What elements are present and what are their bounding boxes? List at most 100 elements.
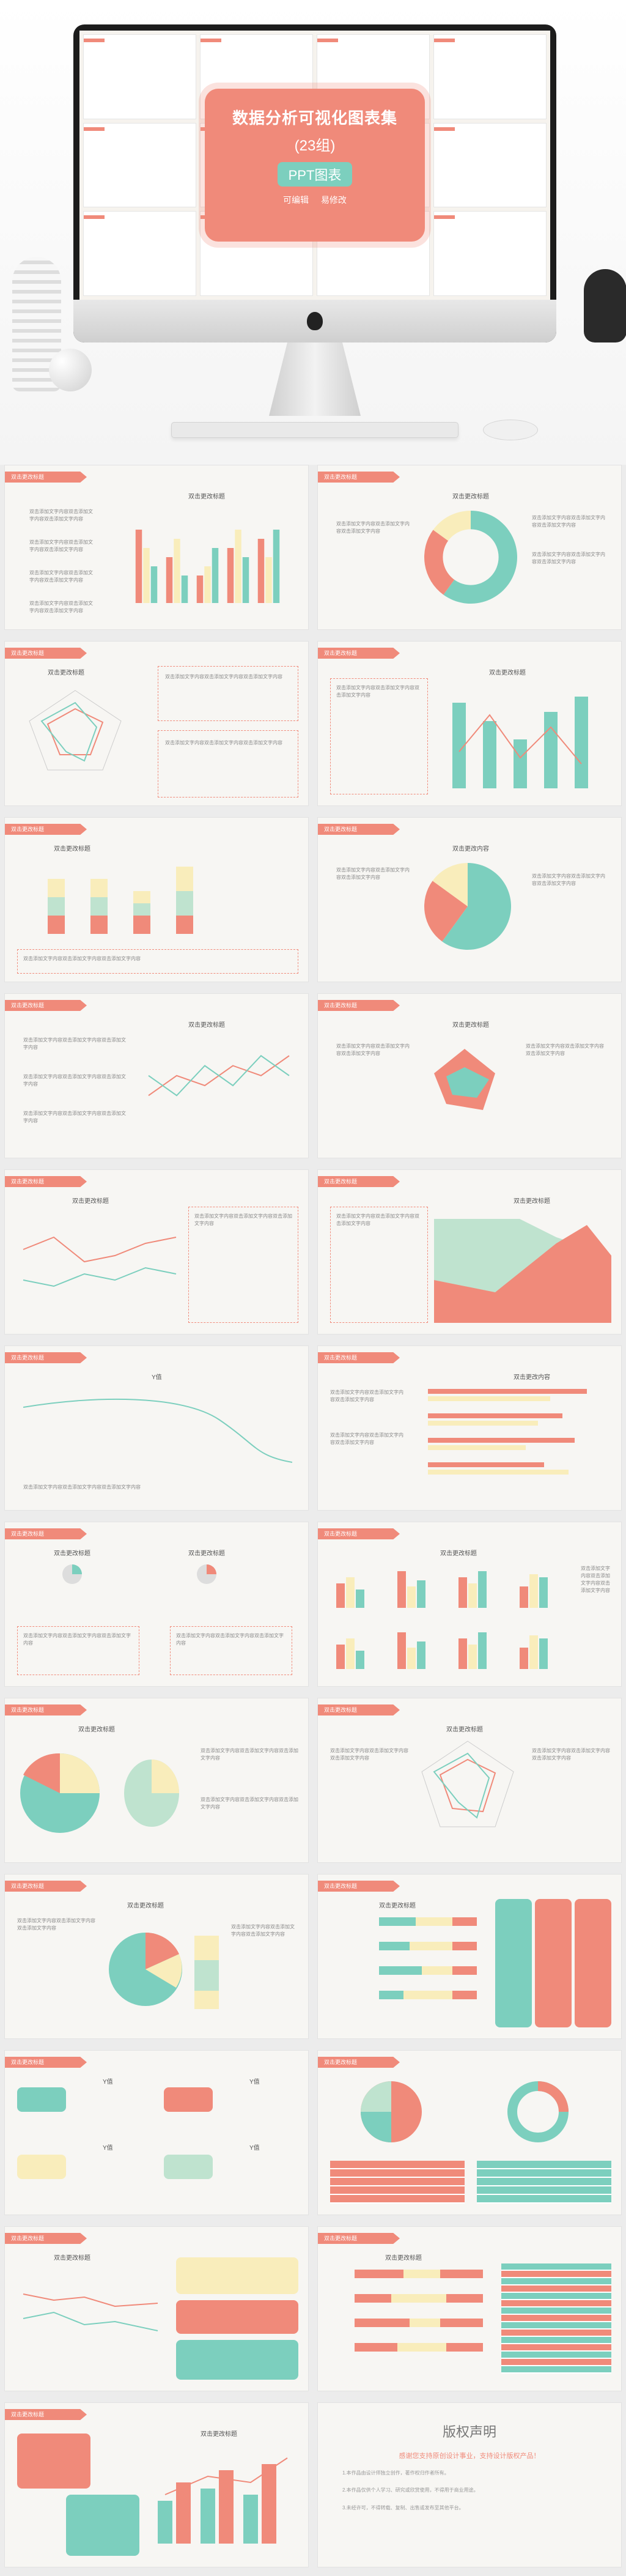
horizontal-stacked-chart [379,1917,477,1999]
chart-title: 双击更改标题 [72,1198,109,1205]
body-text: 双击添加文字内容双击添加文字内容双击添加文字内容 [581,1566,610,1593]
slide-hstack-boxes: 双击更改标题 双击更改标题 [317,1874,622,2039]
text-frame [17,1626,139,1675]
slide-tag: 双击更改标题 [318,1528,400,1539]
slide-tag: 双击更改标题 [5,1881,87,1892]
pie-chart [424,863,511,950]
feature-modifiable: 易修改 [320,195,347,205]
text-frame [330,678,428,794]
paired-column-chart [336,1571,548,1669]
pie-slice [442,863,511,950]
body-text: 双击添加文字内容双击添加文字内容双击添加文字内容 [336,1213,419,1226]
slide-stack-table: 双击更改标题 双击更改标题 [317,2226,622,2391]
slide-pie: 双击更改标题 双击更改内容 双击添加文字内容双击添加文字内容双击添加文字内容 双… [317,817,622,982]
keyboard [171,422,458,438]
bar [196,576,204,603]
chart-title: 双击更改标题 [452,494,489,500]
chart-title: 双击更改标题 [188,1550,225,1557]
radar-chart [29,690,122,771]
body-text: 双击添加文字内容双击添加文字内容双击添加文字内容 [330,1748,408,1761]
slide-stacked-bar: 双击更改标题 双击更改标题 双击添加文字内容双击添加文字内容双击添加文字内容 [4,817,309,982]
body-text: 双击添加文字内容双击添加文字内容双击添加文字内容 [29,539,93,552]
chart-title: 双击更改标题 [385,2255,422,2262]
label-box-mint [164,2155,213,2179]
chart-title: 双击更改内容 [452,846,489,853]
chart-title: 双击更改标题 [188,494,225,500]
chart-title: 双击更改标题 [78,1727,115,1733]
text-frame [330,1207,428,1323]
table-striped [501,2263,611,2374]
info-box-red [535,1899,572,2027]
slide-curve: 双击更改标题 Y值 双击添加文字内容双击添加文字内容双击添加文字内容 [4,1345,309,1511]
body-text: 双击添加文字内容双击添加文字内容双击添加文字内容 [201,1748,298,1761]
slide-tag: 双击更改标题 [5,2057,87,2068]
chart-title: 双击更改标题 [54,846,90,853]
text-block-green [66,2495,139,2556]
pie-slice [424,881,468,942]
slide-tag: 双击更改标题 [5,648,87,659]
bar-line-chart-2 [158,2457,288,2544]
imac-chin [73,300,556,342]
axis-y-label: Y值 [249,2145,260,2152]
slide-tag: 双击更改标题 [318,1176,400,1187]
body-text: 双击添加文字内容双击添加文字内容双击添加文字内容 [532,552,605,564]
body-text: 双击添加文字内容双击添加文字内容双击添加文字内容 [532,515,605,528]
slide-line: 双击更改标题 双击更改标题 双击添加文字内容双击添加文字内容双击添加文字内容 双… [4,993,309,1158]
pie-of-pie-chart [20,1753,179,1833]
slide-pie-of-pie: 双击更改标题 双击更改标题 双击添加文字内容双击添加文字内容双击添加文字内容 双… [4,1698,309,1863]
bar [227,548,234,603]
line-chart-3 [23,2293,158,2331]
chart-title: 双击更改标题 [514,1198,550,1205]
slide-tag: 双击更改标题 [318,824,400,835]
imac-mockup: 数据分析可视化图表集 (23组) PPT图表 可编辑 易修改 [73,24,556,342]
info-box-green [495,1899,532,2027]
slide-tag: 双击更改标题 [5,824,87,835]
slide-polar: 双击更改标题 双击更改标题 双击添加文字内容双击添加文字内容双击添加文字内容 双… [317,993,622,1158]
slide-line-blocks: 双击更改标题 双击更改标题 [4,2226,309,2391]
label-box-red [164,2087,213,2112]
slide-tag: 双击更改标题 [318,2057,400,2068]
thumb [83,122,196,208]
axis-y-label: Y值 [152,1374,162,1381]
body-text: 双击添加文字内容双击添加文字内容双击添加文字内容 [336,685,419,698]
body-text: 双击添加文字内容双击添加文字内容双击添加文字内容 [330,1390,403,1402]
bar [143,548,150,603]
chart-title: 双击更改标题 [54,1550,90,1557]
imac-stand [269,342,361,416]
chart-title: 双击更改标题 [452,1022,489,1029]
slide-tag: 双击更改标题 [318,1704,400,1715]
slide-pie-donut-table: 双击更改标题 [317,2050,622,2215]
cover-count: (23组) [294,138,336,154]
body-text: 双击添加文字内容双击添加文字内容双击添加文字内容 [336,867,410,880]
body-text: 双击添加文字内容双击添加文字内容双击添加文字内容 [17,1918,95,1931]
text-frame [158,730,298,798]
slide-tag: 双击更改标题 [5,1176,87,1187]
donut-chart-2 [507,2081,569,2142]
text-block-red [176,2300,298,2334]
cover-subtitle: PPT图表 [277,162,353,187]
chart-title: 双击更改标题 [446,1727,483,1733]
slide-donut: 双击更改标题 双击更改标题 双击添加文字内容双击添加文字内容双击添加文字内容 双… [317,465,622,630]
mouse [483,420,538,440]
body-text: 双击添加文字内容双击添加文字内容双击添加文字内容 [23,1037,126,1050]
slide-line-text: 双击更改标题 双击更改标题 双击添加文字内容双击添加文字内容双击添加文字内容 [4,1169,309,1334]
donut-chart [424,511,517,604]
slide-tag: 双击更改标题 [318,1000,400,1011]
stacked-bar-chart [48,867,193,934]
chart-title: 双击更改标题 [379,1903,416,1909]
slide-tag: 双击更改标题 [318,648,400,659]
bar-line-chart [452,697,588,788]
curve-chart [23,1398,292,1463]
text-block-green [176,2340,298,2380]
body-text: 双击添加文字内容双击添加文字内容双击添加文字内容 [231,1924,295,1937]
bar [235,530,241,603]
chart-title: 双击更改标题 [54,2255,90,2262]
slide-grid: 双击更改标题 双击更改标题 双击添加文字内容双击添加文字内容双击添加文字内容 双… [0,465,626,2567]
chart-title: 双击更改标题 [201,2431,237,2438]
bar [212,548,219,603]
copyright-thanks: 感谢您支持原创设计事业，支持设计版权产品！ [399,2452,540,2460]
slide-combo: 双击更改标题 双击更改标题 [4,2402,309,2567]
copyright-p3: 3.未经许可，不得转载、复制、出售或发布至其他平台。 [342,2504,464,2511]
bar [265,557,272,603]
cover-title-card: 数据分析可视化图表集 (23组) PPT图表 可编辑 易修改 [205,89,425,242]
